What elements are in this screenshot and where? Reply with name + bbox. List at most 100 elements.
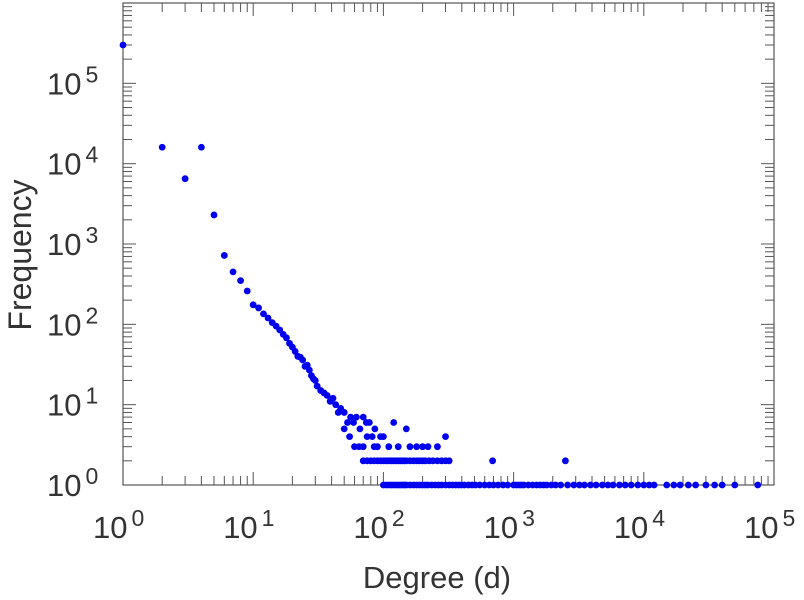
data-point	[663, 481, 671, 489]
data-point	[442, 433, 449, 441]
data-point	[621, 481, 629, 489]
data-point	[640, 481, 648, 489]
y-tick-label: 10 5	[47, 61, 98, 101]
data-point	[634, 481, 642, 489]
data-point	[158, 143, 166, 151]
data-point	[229, 268, 237, 276]
data-point	[237, 277, 244, 285]
y-tick-label: 10 0	[47, 463, 98, 503]
data-point	[445, 457, 453, 465]
data-point	[616, 481, 623, 489]
plot-frame	[122, 2, 775, 486]
data-point	[332, 401, 340, 409]
x-tick-labels: 10 0 10 1 10 2 10 3 10 4 10 5	[93, 505, 795, 545]
data-point	[260, 310, 267, 318]
data-point	[476, 481, 484, 489]
y-tick-label: 10 4	[47, 142, 98, 182]
data-point	[627, 481, 635, 489]
data-point	[365, 419, 373, 426]
data-point	[575, 481, 583, 489]
data-point	[598, 481, 606, 489]
data-point	[570, 481, 578, 489]
data-point	[299, 356, 307, 364]
data-point	[197, 143, 205, 151]
x-tick-label: 10 1	[223, 505, 274, 545]
y-tick-label: 10 3	[47, 222, 98, 262]
data-point	[424, 443, 432, 451]
data-point	[220, 252, 228, 259]
data-points	[119, 41, 762, 489]
y-axis-label: Frequency	[2, 179, 38, 330]
data-point	[711, 481, 719, 489]
data-point	[255, 304, 262, 312]
x-tick-label: 10 2	[353, 505, 404, 545]
data-point	[346, 433, 353, 441]
data-point	[489, 457, 497, 465]
x-tick-label: 10 0	[93, 505, 144, 545]
data-point	[645, 481, 653, 489]
data-point	[557, 481, 565, 489]
y-tick-label: 10 1	[47, 383, 98, 423]
data-point	[356, 425, 364, 433]
data-point	[363, 433, 371, 441]
data-point	[181, 175, 189, 183]
data-point	[754, 481, 762, 489]
data-point	[344, 419, 351, 426]
data-point	[692, 481, 700, 489]
data-point	[434, 443, 441, 451]
data-point	[552, 481, 559, 489]
data-point	[119, 41, 127, 49]
data-point	[684, 481, 692, 489]
x-tick-label: 10 3	[484, 505, 535, 545]
data-point	[359, 413, 367, 421]
data-point	[385, 443, 393, 451]
data-point	[368, 433, 376, 441]
data-point	[359, 443, 367, 451]
data-point	[352, 413, 360, 421]
data-point	[249, 301, 257, 309]
data-point	[604, 481, 612, 489]
tick-marks	[122, 3, 774, 486]
data-point	[370, 443, 378, 451]
data-point	[581, 481, 588, 489]
data-point	[676, 481, 684, 489]
data-point	[394, 443, 402, 451]
data-point	[347, 413, 355, 421]
data-point	[419, 443, 426, 451]
data-point	[670, 481, 678, 489]
data-point	[305, 366, 313, 374]
x-axis-label: Degree (d)	[363, 560, 511, 595]
data-point	[562, 457, 569, 465]
data-point	[243, 287, 251, 295]
data-point	[564, 481, 572, 489]
data-point	[406, 443, 414, 451]
data-point	[650, 481, 658, 489]
data-point	[390, 419, 398, 426]
y-tick-label: 10 2	[47, 302, 98, 342]
data-point	[323, 392, 331, 399]
data-point	[702, 481, 710, 489]
data-point	[350, 419, 357, 426]
data-point	[587, 481, 594, 489]
data-point	[490, 481, 497, 489]
data-point	[340, 425, 348, 433]
data-point	[329, 394, 337, 402]
data-point	[283, 334, 290, 342]
data-point	[340, 409, 348, 416]
data-point	[718, 481, 726, 489]
data-point	[380, 433, 387, 441]
x-tick-label: 10 5	[744, 505, 795, 545]
data-point	[210, 211, 218, 219]
data-point	[413, 443, 421, 451]
data-point	[371, 425, 379, 433]
data-point	[504, 481, 512, 489]
data-point	[731, 481, 739, 489]
data-point	[402, 425, 410, 433]
data-point	[494, 481, 502, 489]
data-point	[311, 377, 319, 384]
data-point	[592, 481, 600, 489]
data-point	[264, 314, 272, 322]
data-point	[609, 481, 617, 489]
